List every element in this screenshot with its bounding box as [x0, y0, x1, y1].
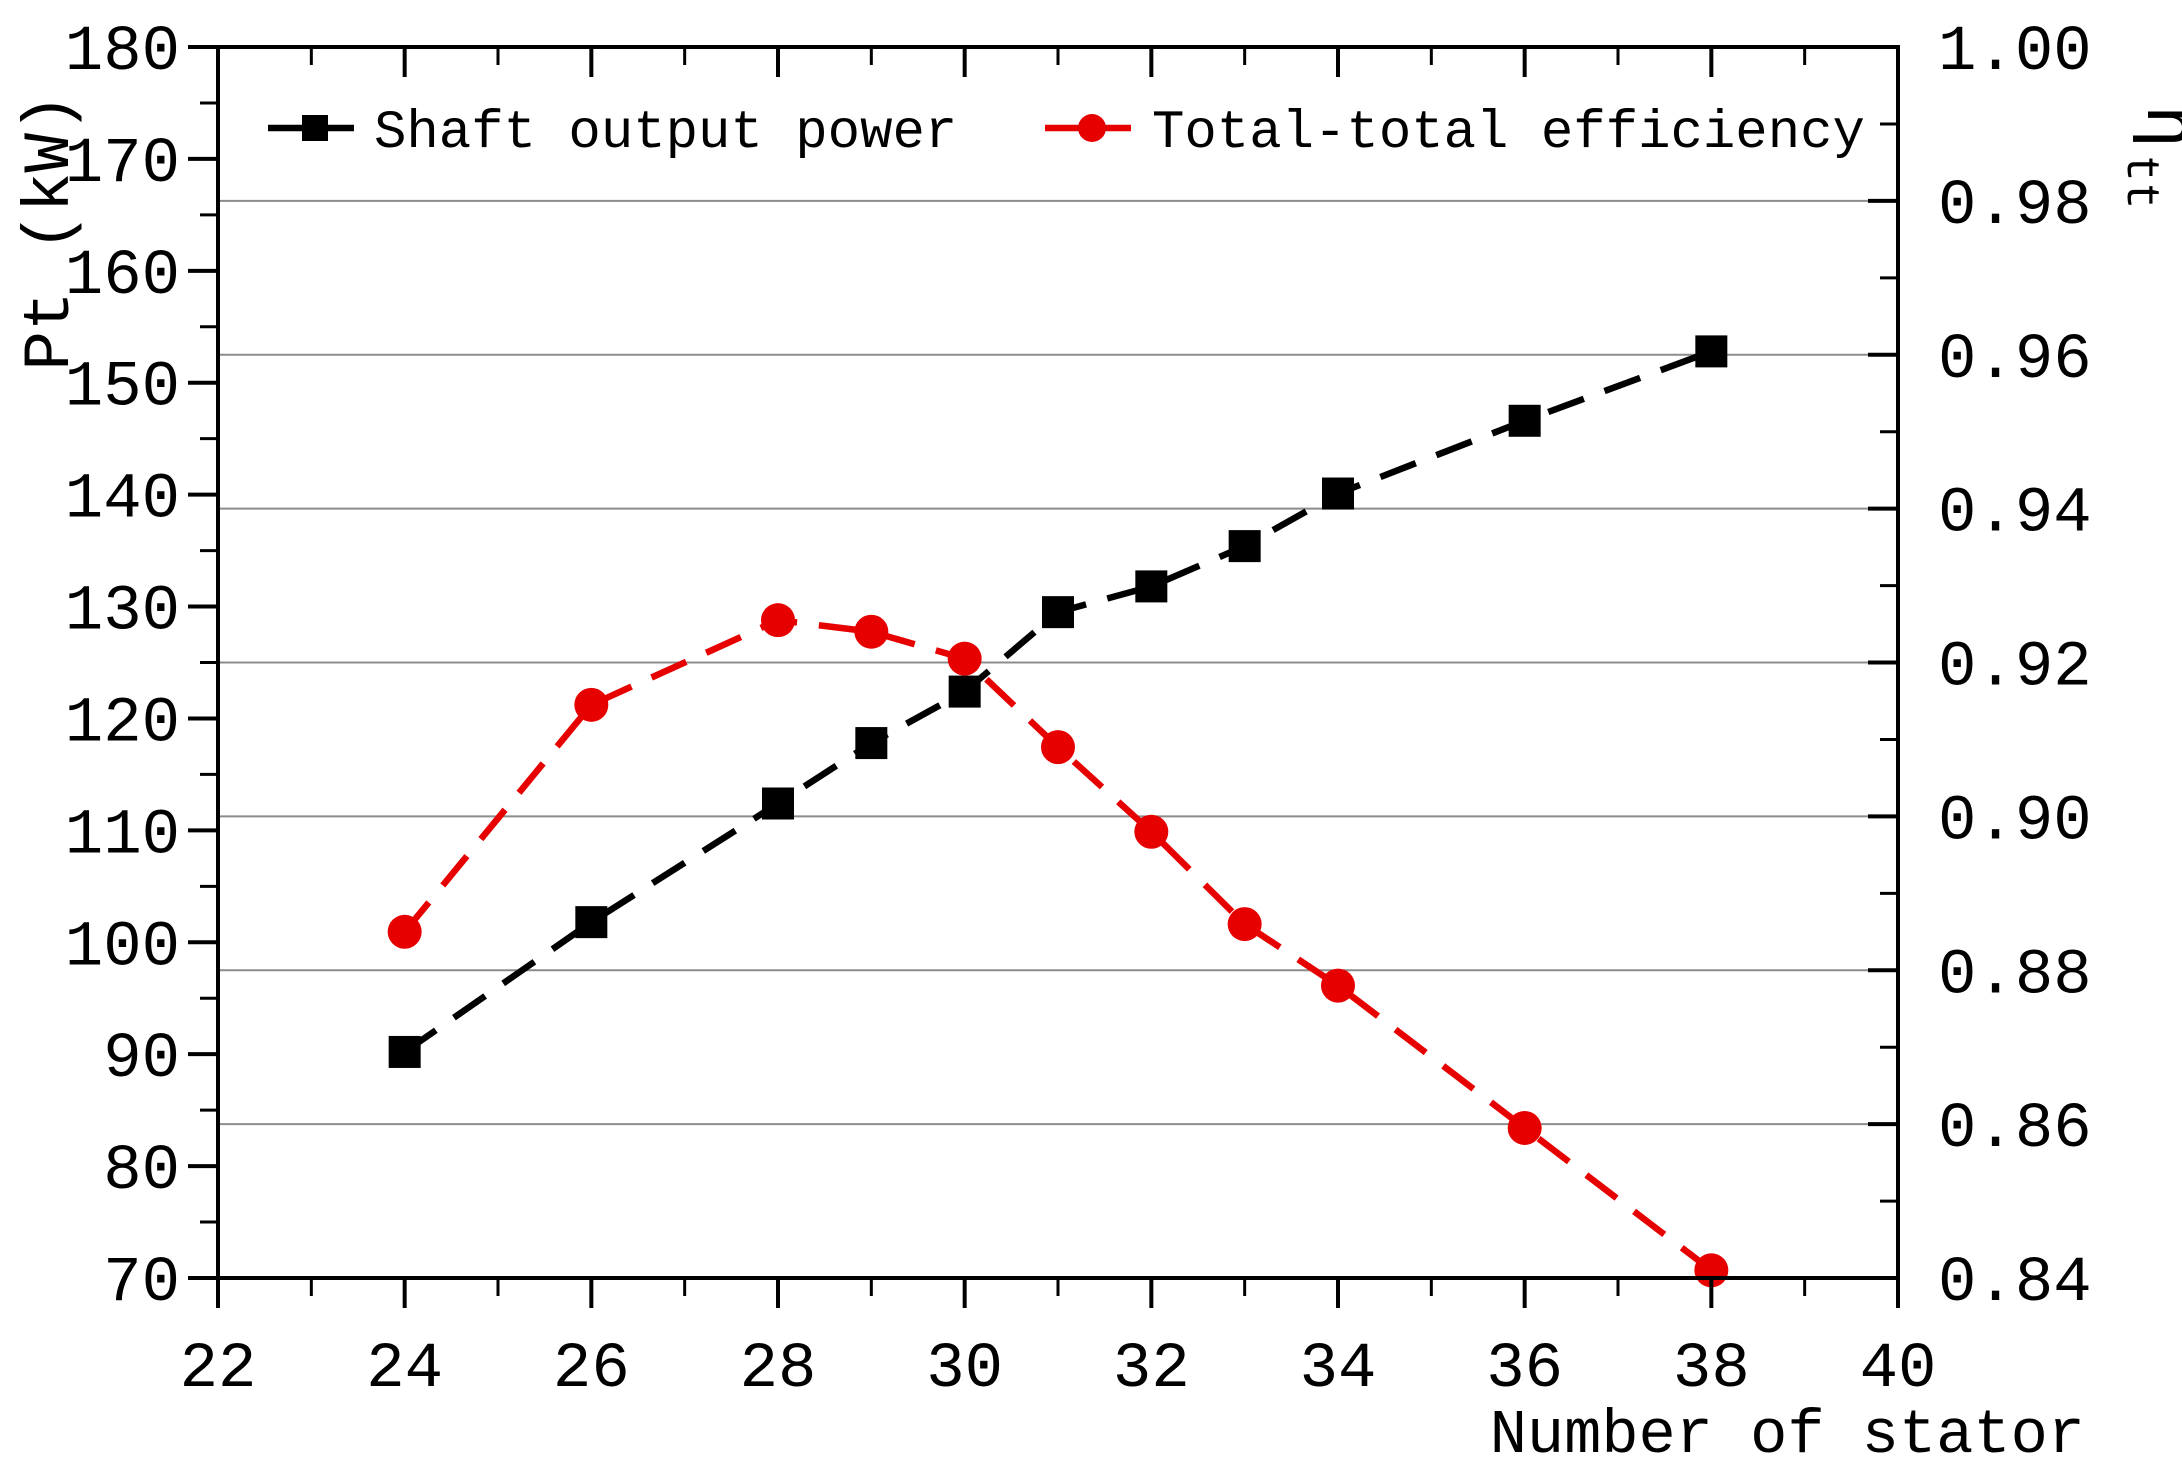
- data-point-circle: [387, 914, 422, 949]
- x-tick-label: 24: [366, 1334, 443, 1406]
- y-right-tick-label: 0.90: [1938, 786, 2092, 858]
- y-left-tick-label: 140: [65, 465, 180, 537]
- y-left-tick-label: 150: [65, 353, 180, 425]
- y-left-tick-label: 100: [65, 912, 180, 984]
- legend-marker-square: [302, 115, 328, 141]
- y-right-axis-label: ηtt: [2114, 105, 2182, 209]
- x-tick-label: 36: [1486, 1334, 1563, 1406]
- y-left-tick-label: 110: [65, 800, 180, 872]
- y-right-tick-label: 0.92: [1938, 633, 2092, 705]
- data-point-square: [1228, 530, 1261, 563]
- y-left-tick-label: 80: [103, 1136, 180, 1208]
- y-right-tick-label: 1.00: [1938, 17, 2092, 89]
- series-shaft-power: [388, 335, 1728, 1068]
- x-tick-label: 34: [1300, 1334, 1377, 1406]
- data-point-circle: [1041, 730, 1075, 765]
- series-efficiency: [387, 603, 1729, 1288]
- data-point-circle: [1507, 1110, 1542, 1145]
- data-point-circle: [1134, 814, 1169, 849]
- legend-marker-circle: [1078, 114, 1106, 142]
- x-tick-label: 30: [926, 1334, 1003, 1406]
- data-point-circle: [574, 687, 609, 722]
- x-tick-label: 26: [553, 1334, 630, 1406]
- y-left-tick-label: 90: [103, 1024, 180, 1096]
- data-point-circle: [761, 603, 795, 638]
- data-point-square: [575, 906, 608, 939]
- y-left-tick-label: 170: [65, 129, 180, 201]
- y-right-tick-label: 0.94: [1938, 479, 2092, 551]
- data-point-square: [855, 727, 888, 760]
- legend-label-efficiency: Total-total efficiency: [1152, 103, 1865, 164]
- x-axis-label: Number of stator: [1490, 1400, 2085, 1471]
- tick-labels: 22 24 26 28 30 32 34 36 38 40 180 170 160 150 140 130 12…: [65, 17, 2092, 1406]
- y-left-tick-label: 180: [65, 17, 180, 89]
- series-line: [402, 616, 1714, 1273]
- y-right-tick-label: 0.98: [1938, 171, 2092, 243]
- x-tick-label: 22: [180, 1334, 257, 1406]
- x-tick-label: 40: [1860, 1334, 1937, 1406]
- gridlines: [218, 199, 1898, 1126]
- y-left-tick-label: 130: [65, 577, 180, 649]
- data-point-square: [1135, 570, 1168, 603]
- data-point-square: [1042, 596, 1074, 629]
- data-point-circle: [854, 614, 889, 649]
- x-tick-label: 32: [1113, 1334, 1190, 1406]
- data-point-square: [388, 1035, 421, 1068]
- x-tick-label: 38: [1673, 1334, 1750, 1406]
- y-left-axis-label: Pt (kW): [13, 93, 88, 370]
- axis-ticks: [188, 45, 1900, 1308]
- data-point-circle: [1227, 907, 1262, 942]
- data-point-circle: [947, 641, 982, 676]
- data-point-square: [762, 787, 794, 820]
- data-point-square: [1508, 404, 1541, 437]
- x-tick-label: 28: [740, 1334, 817, 1406]
- y-right-tick-label: 0.86: [1938, 1094, 2092, 1166]
- y-right-tick-label: 0.84: [1938, 1248, 2092, 1320]
- data-point-square: [948, 675, 981, 708]
- data-point-square: [1695, 335, 1728, 368]
- data-point-square: [1322, 477, 1354, 510]
- legend: Shaft output power Total-total efficiency: [268, 103, 1865, 164]
- data-point-circle: [1321, 968, 1355, 1003]
- legend-label-shaft-power: Shaft output power: [374, 103, 957, 164]
- y-left-tick-label: 160: [65, 241, 180, 313]
- y-left-tick-label: 120: [65, 688, 180, 760]
- y-right-tick-label: 0.96: [1938, 325, 2092, 397]
- y-right-tick-label: 0.88: [1938, 940, 2092, 1012]
- y-left-tick-label: 70: [103, 1248, 180, 1320]
- y-right-axis-label-subscript: tt: [2114, 154, 2166, 209]
